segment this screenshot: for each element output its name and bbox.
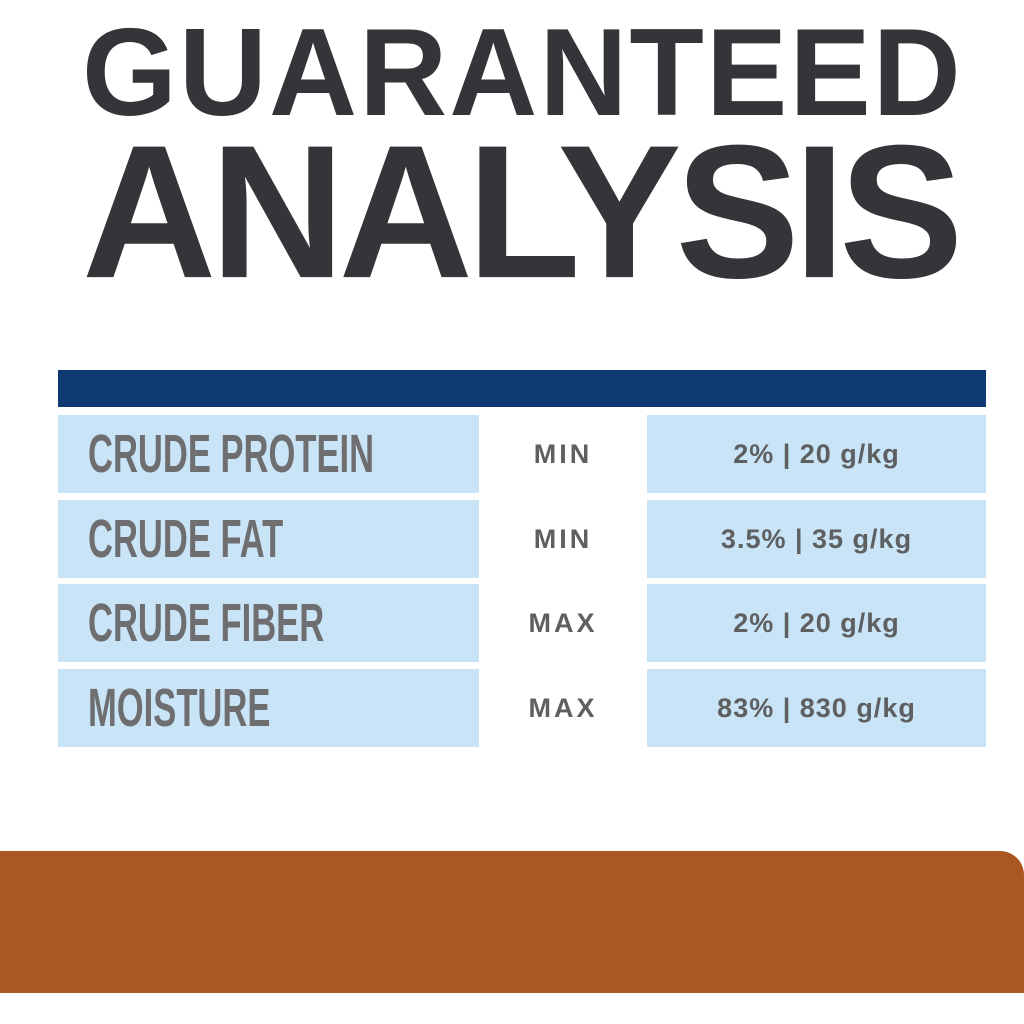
value-text: 83% | 830 g/kg	[717, 692, 916, 723]
qualifier-cell: MAX	[479, 669, 647, 747]
qualifier-text: MIN	[533, 438, 593, 469]
nutrient-cell: MOISTURE	[58, 669, 479, 747]
value-text: 3.5% | 35 g/kg	[720, 523, 913, 554]
table-header-bar	[58, 370, 986, 407]
table-row: CRUDE FAT MIN 3.5% | 35 g/kg	[58, 500, 986, 578]
qualifier-cell: MIN	[479, 415, 647, 493]
qualifier-cell: MAX	[479, 584, 647, 662]
qualifier-text: MAX	[528, 692, 598, 723]
nutrient-name: CRUDE FAT	[88, 509, 284, 569]
value-text: 2% | 20 g/kg	[733, 438, 900, 469]
nutrient-name: CRUDE PROTEIN	[88, 424, 375, 484]
table-row: MOISTURE MAX 83% | 830 g/kg	[58, 669, 986, 747]
table-row: CRUDE FIBER MAX 2% | 20 g/kg	[58, 584, 986, 662]
value-cell: 2% | 20 g/kg	[647, 584, 986, 662]
value-text: 2% | 20 g/kg	[733, 607, 900, 638]
nutrient-cell: CRUDE FIBER	[58, 584, 479, 662]
value-cell: 83% | 830 g/kg	[647, 669, 986, 747]
qualifier-text: MIN	[533, 523, 593, 554]
nutrient-cell: CRUDE PROTEIN	[58, 415, 479, 493]
page-title-line-1: GUARANTEED	[82, 2, 963, 142]
qualifier-text: MAX	[528, 607, 598, 638]
nutrient-name: MOISTURE	[88, 678, 271, 738]
value-cell: 3.5% | 35 g/kg	[647, 500, 986, 578]
page-title-line-2: ANALYSIS	[82, 106, 963, 318]
table-row: CRUDE PROTEIN MIN 2% | 20 g/kg	[58, 415, 986, 493]
value-cell: 2% | 20 g/kg	[647, 415, 986, 493]
footer-orange-band	[0, 851, 1024, 993]
qualifier-cell: MIN	[479, 500, 647, 578]
nutrient-name: CRUDE FIBER	[88, 593, 325, 653]
nutrient-cell: CRUDE FAT	[58, 500, 479, 578]
